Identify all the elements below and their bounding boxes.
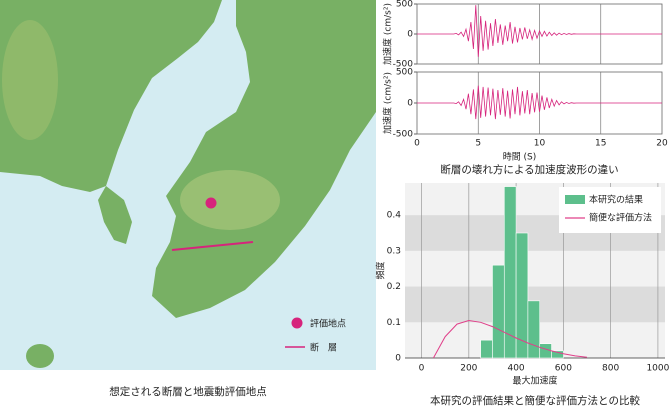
fault [171, 241, 254, 251]
x-tick-label: 600 [555, 364, 572, 374]
y-tick-label: 0.2 [387, 282, 401, 292]
waveform [417, 5, 662, 57]
y-tick-label: 0 [407, 30, 413, 40]
legend-marker [291, 317, 303, 329]
bar [551, 350, 564, 359]
waveform [417, 85, 662, 120]
bar [527, 300, 541, 359]
caption: 本研究の評価結果と簡便な評価方法との比較 [430, 394, 640, 407]
y-tick-label: 0.4 [387, 211, 402, 221]
y-axis-label: 頻度 [375, 261, 387, 279]
legend-label: 断 層 [310, 342, 337, 354]
x-tick-label: 200 [460, 364, 477, 374]
bar [515, 232, 529, 359]
caption: 想定される断層と地震動評価地点 [109, 385, 267, 398]
y-tick-label: 0 [407, 99, 413, 109]
bar [503, 186, 517, 359]
y-tick-label: 0.1 [387, 318, 401, 328]
x-axis-label: 時間 (S) [503, 152, 537, 163]
x-tick-label: 5 [475, 139, 481, 149]
x-tick-label: 10 [534, 139, 546, 149]
legend-label: 簡便な評価方法 [589, 212, 652, 224]
bar [492, 264, 505, 359]
legend-label: 本研究の結果 [589, 194, 643, 206]
x-tick-label: 15 [595, 139, 606, 149]
legend-box [559, 187, 661, 233]
legend-swatch [565, 195, 585, 204]
bar [480, 339, 493, 359]
map: 評価地点 断 層 想定される断層と地震動評価地点 [0, 0, 376, 398]
y-tick-label: 0.3 [387, 246, 401, 256]
hills [2, 20, 58, 140]
x-tick-label: 1000 [646, 364, 669, 374]
x-tick-label: 0 [414, 139, 420, 149]
land [152, 0, 376, 318]
y-tick-label: 500 [396, 0, 413, 10]
y-tick-label: -500 [393, 130, 414, 140]
y-tick-label: 0 [395, 354, 401, 364]
y-tick-label: -500 [393, 60, 414, 70]
x-tick-label: 0 [419, 364, 425, 374]
x-tick-label: 400 [507, 364, 524, 374]
y-axis-label: 加速度 (cm/s²) [382, 72, 394, 134]
x-axis-label: 最大加速度 [512, 375, 557, 387]
y-tick-label: 500 [396, 68, 413, 78]
land [0, 0, 222, 192]
site [205, 197, 217, 209]
curve [432, 319, 588, 359]
island [26, 344, 54, 368]
hills [180, 170, 280, 230]
caption: 断層の壊れ方による加速度波形の違い [440, 163, 618, 176]
land [98, 186, 132, 244]
x-tick-label: 20 [656, 139, 668, 149]
legend-label: 評価地点 [310, 318, 346, 330]
legend-box [278, 308, 368, 360]
x-tick-label: 800 [602, 364, 619, 374]
y-axis-label: 加速度 (cm/s²) [382, 3, 394, 65]
